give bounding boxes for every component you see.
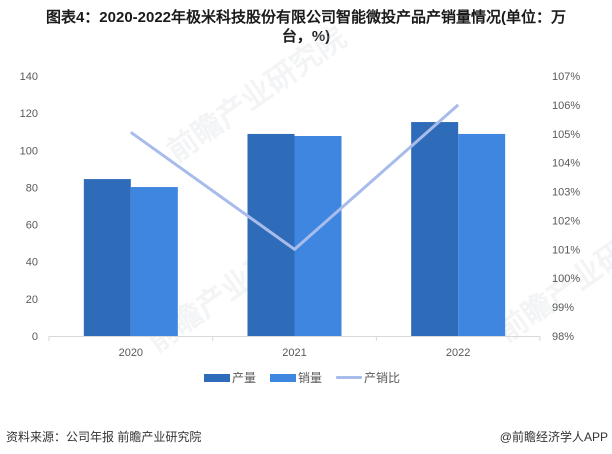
left-axis-tick: 20: [26, 294, 38, 306]
left-axis-tick: 80: [26, 182, 38, 194]
x-axis-label: 2022: [446, 347, 470, 359]
left-axis-tick: 0: [32, 331, 38, 343]
legend-swatch-production: [204, 373, 230, 382]
x-axis-label: 2021: [282, 347, 306, 359]
right-axis-tick: 107%: [552, 71, 580, 83]
bar: [458, 133, 506, 336]
legend-label-production: 产量: [232, 371, 257, 385]
right-axis-tick: 100%: [552, 273, 580, 285]
footer: 资料来源：公司年报 前瞻产业研究院 @前瞻经济学人APP: [6, 428, 608, 445]
chart-title: 图表4：2020-2022年极米科技股份有限公司智能微投产品产销量情况(单位：万…: [0, 8, 612, 46]
right-axis-tick: 104%: [552, 158, 580, 170]
bar: [130, 187, 178, 336]
ratio-line-series: [129, 103, 460, 251]
right-axis-tick: 98%: [552, 331, 574, 343]
right-axis-tick: 105%: [552, 129, 580, 141]
right-axis-tick: 99%: [552, 302, 574, 314]
left-axis-tick: 140: [20, 71, 38, 83]
source-note: 资料来源：公司年报 前瞻产业研究院: [6, 430, 202, 444]
left-axis-tick: 60: [26, 220, 38, 232]
legend-item-sales: 销量: [270, 369, 322, 386]
chart-title-line1: 图表4：2020-2022年极米科技股份有限公司智能微投产品产销量情况(单位：万: [45, 9, 567, 26]
legend-label-sales: 销量: [298, 371, 323, 385]
legend-label-ratio: 产销比: [364, 371, 401, 385]
x-axis-labels: 2020 2021 2022: [119, 347, 471, 359]
bar-series: [83, 122, 506, 336]
legend: 产量 销量 产销比: [204, 369, 414, 386]
x-axis-tick-marks: [48, 336, 541, 341]
x-axis-label: 2020: [119, 347, 143, 359]
bar: [83, 179, 131, 336]
left-axis-ticks: 0 20 40 60 80 100 120 140: [20, 71, 38, 343]
legend-item-production: 产量: [204, 369, 256, 386]
right-axis-tick: 106%: [552, 100, 580, 112]
bar: [247, 133, 295, 336]
legend-item-ratio: 产销比: [336, 369, 400, 386]
right-axis-tick: 101%: [552, 244, 580, 256]
legend-swatch-sales: [270, 373, 297, 382]
bar: [294, 135, 342, 336]
chart-title-line2: 台，%): [281, 28, 331, 45]
legend-swatch-ratio: [336, 376, 363, 379]
bar: [411, 122, 459, 336]
brand-credit: @前瞻经济学人APP: [499, 430, 608, 444]
right-axis-ticks: 98% 99% 100% 101% 102% 103% 104% 105% 106% 107%: [552, 71, 580, 343]
left-axis-tick: 120: [20, 108, 38, 120]
left-axis-tick: 100: [20, 145, 38, 157]
left-axis-tick: 40: [26, 257, 38, 269]
right-axis-tick: 103%: [552, 187, 580, 199]
right-axis-tick: 102%: [552, 215, 580, 227]
